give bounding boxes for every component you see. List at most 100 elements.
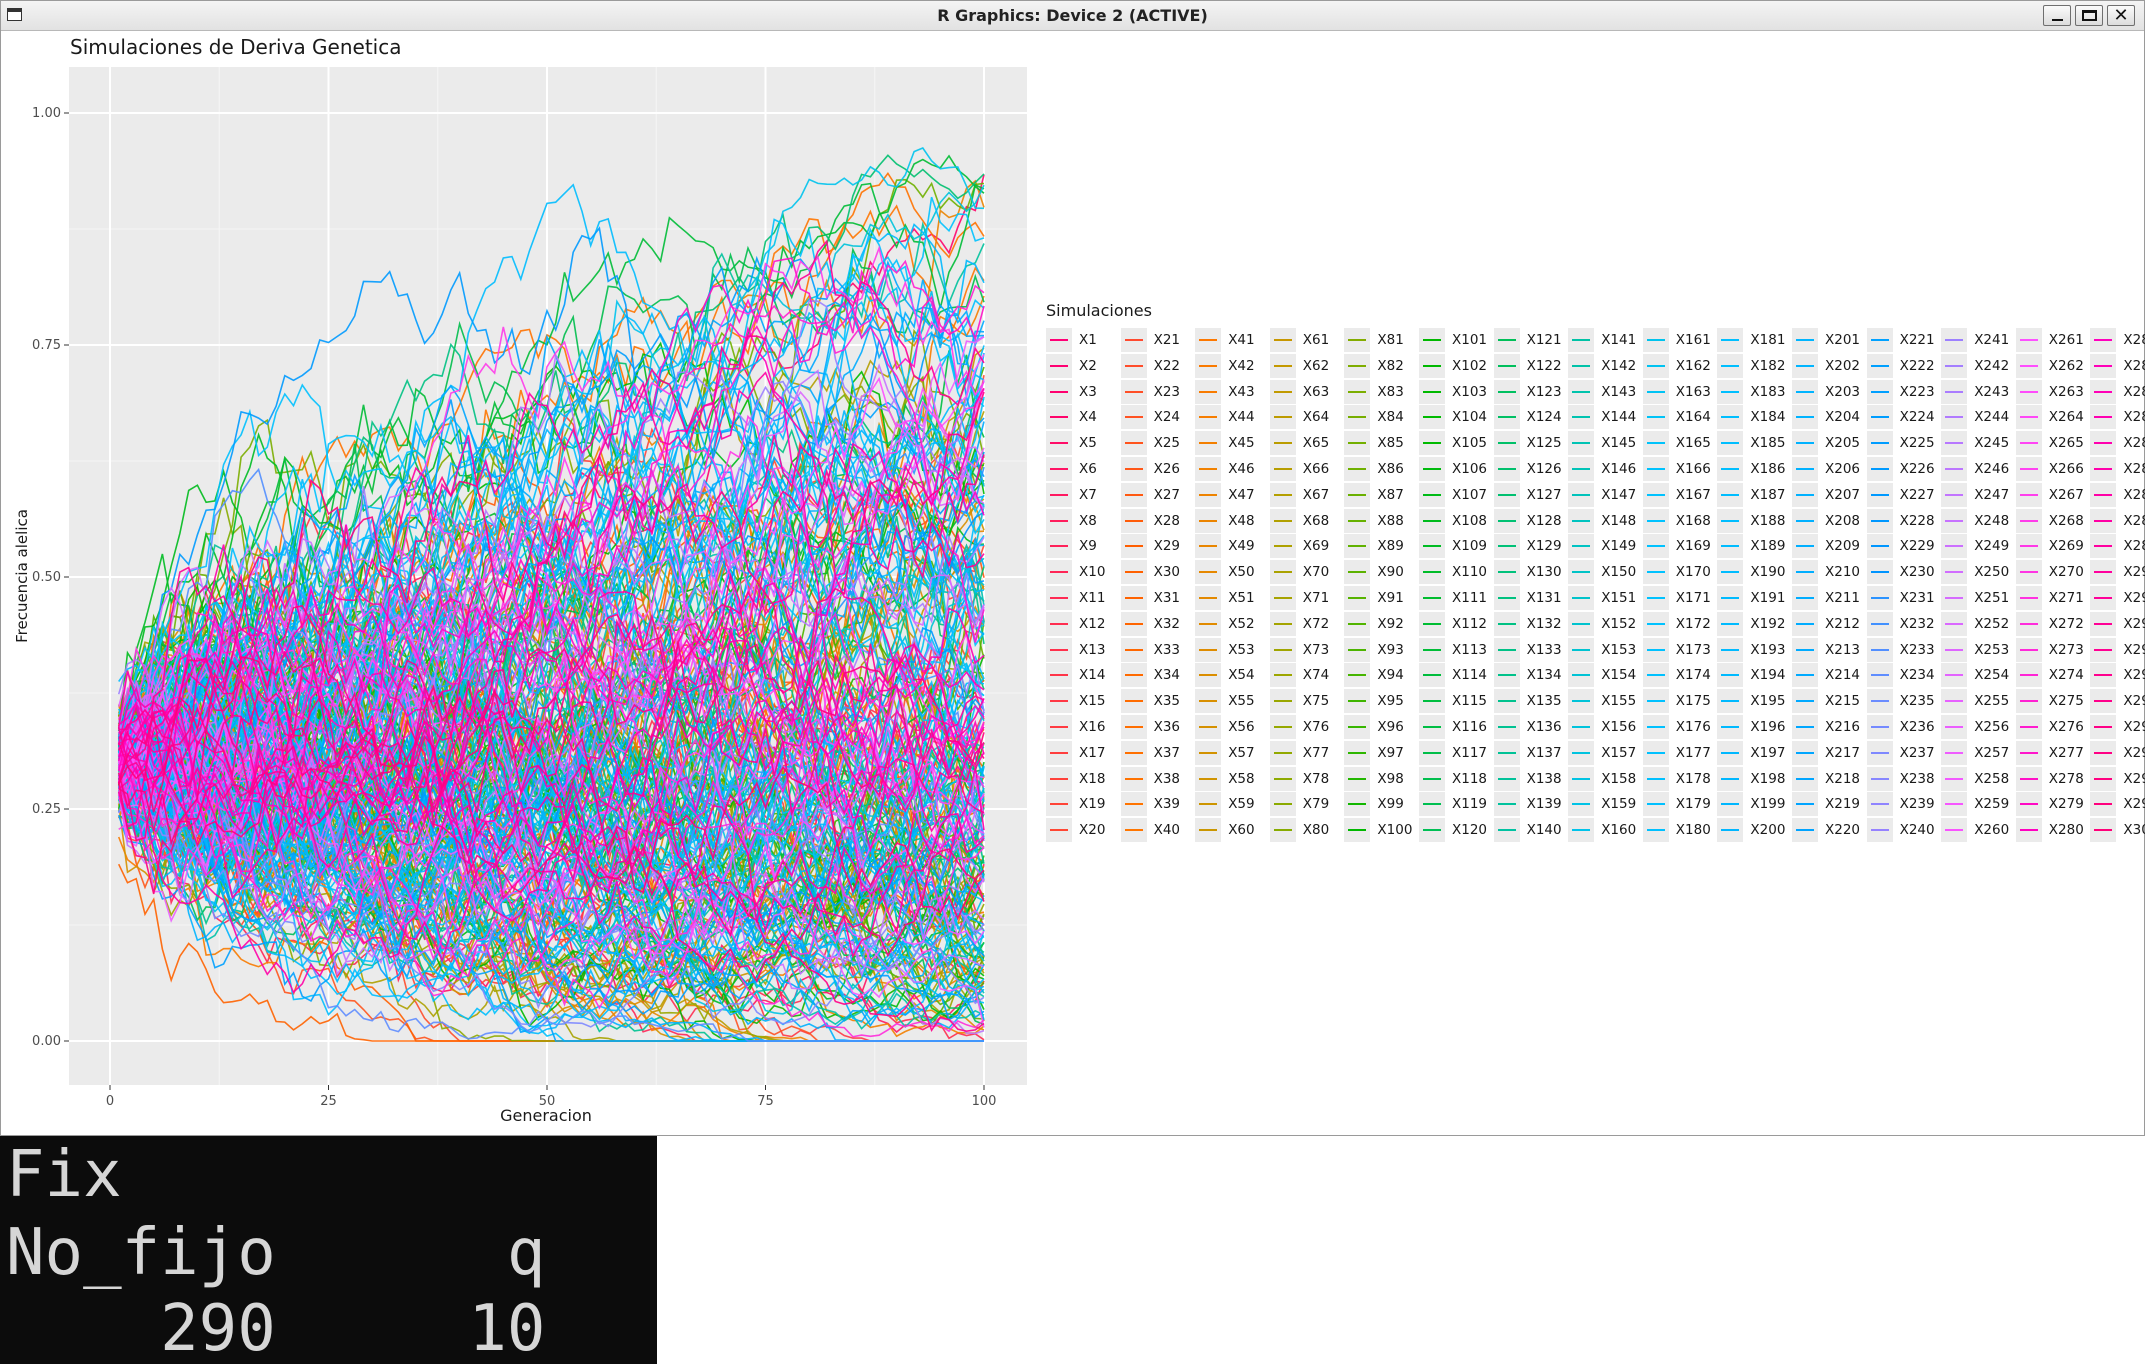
- legend-swatch: [1945, 777, 1964, 780]
- legend-key-X104: [1419, 405, 1445, 430]
- series-line-X279: [117, 557, 985, 806]
- legend-key-X153: [1568, 637, 1595, 662]
- legend-label-X39: X39: [1153, 796, 1181, 813]
- legend-key-X112: [1419, 611, 1445, 636]
- legend-key-X3: [1046, 379, 1072, 404]
- close-button[interactable]: ✕: [2107, 5, 2135, 26]
- legend-swatch: [1945, 339, 1964, 341]
- legend-key-X42: [1195, 353, 1222, 378]
- legend-key-X185: [1717, 431, 1744, 456]
- legend-label-X162: X162: [1675, 357, 1711, 374]
- legend-key-X90: [1344, 560, 1371, 585]
- legend-label-X64: X64: [1302, 409, 1330, 426]
- legend-key-X93: [1344, 637, 1371, 662]
- legend-swatch: [1497, 674, 1516, 677]
- legend-label-X118: X118: [1452, 770, 1488, 787]
- legend-label-X96: X96: [1377, 719, 1404, 735]
- legend-key-X55: [1195, 689, 1222, 714]
- series-line-X286: [117, 387, 985, 746]
- legend-label-X36: X36: [1153, 719, 1181, 735]
- legend-label-X200: X200: [1750, 822, 1786, 839]
- legend-label-X128: X128: [1526, 512, 1562, 529]
- legend-swatch: [1796, 519, 1814, 522]
- title-bar[interactable]: R Graphics: Device 2 (ACTIVE) ✕: [1, 1, 2144, 31]
- legend-label-X225: X225: [1899, 435, 1935, 452]
- series-line-X258: [117, 675, 985, 964]
- legend-key-X126: [1493, 457, 1520, 481]
- legend-swatch: [1870, 751, 1889, 754]
- legend-swatch: [1870, 571, 1889, 574]
- legend-label-X223: X223: [1899, 383, 1935, 400]
- legend-key-X66: [1269, 457, 1296, 481]
- legend-label-X238: X238: [1899, 770, 1935, 787]
- legend-key-X199: [1717, 792, 1744, 817]
- legend-label-X53: X53: [1228, 641, 1255, 658]
- legend-swatch: [1050, 622, 1068, 625]
- y-tick-label: 1.00: [32, 106, 61, 121]
- legend-label-X60: X60: [1228, 822, 1255, 839]
- legend-swatch: [1050, 339, 1068, 341]
- legend-key-X261: [2015, 328, 2042, 352]
- legend-swatch: [1124, 339, 1143, 341]
- legend-label-X145: X145: [1601, 435, 1637, 452]
- legend-label-X44: X44: [1228, 409, 1255, 426]
- legend-key-X143: [1568, 379, 1595, 404]
- legend-key-X212: [1792, 611, 1818, 636]
- legend-swatch: [1497, 390, 1516, 393]
- legend-swatch: [2019, 545, 2038, 548]
- legend-swatch: [1497, 648, 1516, 651]
- legend-label-X266: X266: [2048, 461, 2084, 477]
- legend-key-X10: [1046, 560, 1072, 585]
- legend-swatch: [1945, 416, 1964, 419]
- legend-swatch: [1124, 829, 1143, 832]
- legend-swatch: [1721, 339, 1740, 341]
- window-menu-icon[interactable]: [7, 8, 22, 21]
- maximize-button[interactable]: [2075, 5, 2103, 26]
- legend-label-X212: X212: [1825, 615, 1861, 632]
- legend-label-X181: X181: [1750, 332, 1786, 348]
- series-line-X120: [118, 686, 985, 1026]
- legend-key-X262: [2015, 353, 2042, 378]
- legend-key-X190: [1717, 560, 1744, 585]
- legend-key-X183: [1717, 379, 1744, 404]
- legend-label-X229: X229: [1899, 538, 1935, 555]
- legend-swatch: [2094, 442, 2113, 445]
- legend-key-X184: [1717, 405, 1744, 430]
- legend-key-X258: [1941, 766, 1968, 791]
- legend-label-X75: X75: [1302, 693, 1330, 710]
- legend-label-X217: X217: [1825, 744, 1861, 761]
- series-line-X212: [118, 279, 985, 801]
- legend-key-X87: [1344, 482, 1371, 507]
- legend-label-X84: X84: [1377, 409, 1404, 426]
- legend-key-X108: [1419, 508, 1445, 533]
- legend-label-X136: X136: [1526, 719, 1562, 735]
- legend-key-X264: [2015, 405, 2042, 430]
- legend-label-X46: X46: [1228, 461, 1255, 477]
- legend-label-X86: X86: [1377, 461, 1404, 477]
- legend-swatch: [1497, 364, 1516, 367]
- legend-swatch: [1423, 493, 1441, 496]
- legend-label-X177: X177: [1675, 744, 1711, 761]
- legend-swatch: [1423, 674, 1441, 677]
- legend-label-X171: X171: [1675, 590, 1711, 606]
- series-line-X269: [117, 414, 985, 788]
- legend-key-X278: [2015, 766, 2042, 791]
- minimize-button[interactable]: [2043, 5, 2071, 26]
- legend-key-X170: [1642, 560, 1669, 585]
- legend-key-X178: [1642, 766, 1669, 791]
- series-line-X113: [118, 182, 985, 731]
- legend-label-X294: X294: [2123, 667, 2145, 684]
- legend-label-X172: X172: [1675, 615, 1711, 632]
- legend-key-X127: [1493, 482, 1520, 507]
- legend-key-X200: [1717, 818, 1744, 843]
- legend-label-X1: X1: [1079, 332, 1097, 348]
- legend-key-X162: [1642, 353, 1669, 378]
- legend-key-X221: [1866, 328, 1893, 352]
- legend-swatch: [1348, 751, 1367, 754]
- legend-label-X298: X298: [2123, 770, 2145, 787]
- legend-key-X132: [1493, 611, 1520, 636]
- x-tick-label: 25: [320, 1094, 337, 1109]
- legend-key-X168: [1642, 508, 1669, 533]
- legend-key-X72: [1269, 611, 1296, 636]
- legend-key-X137: [1493, 740, 1520, 765]
